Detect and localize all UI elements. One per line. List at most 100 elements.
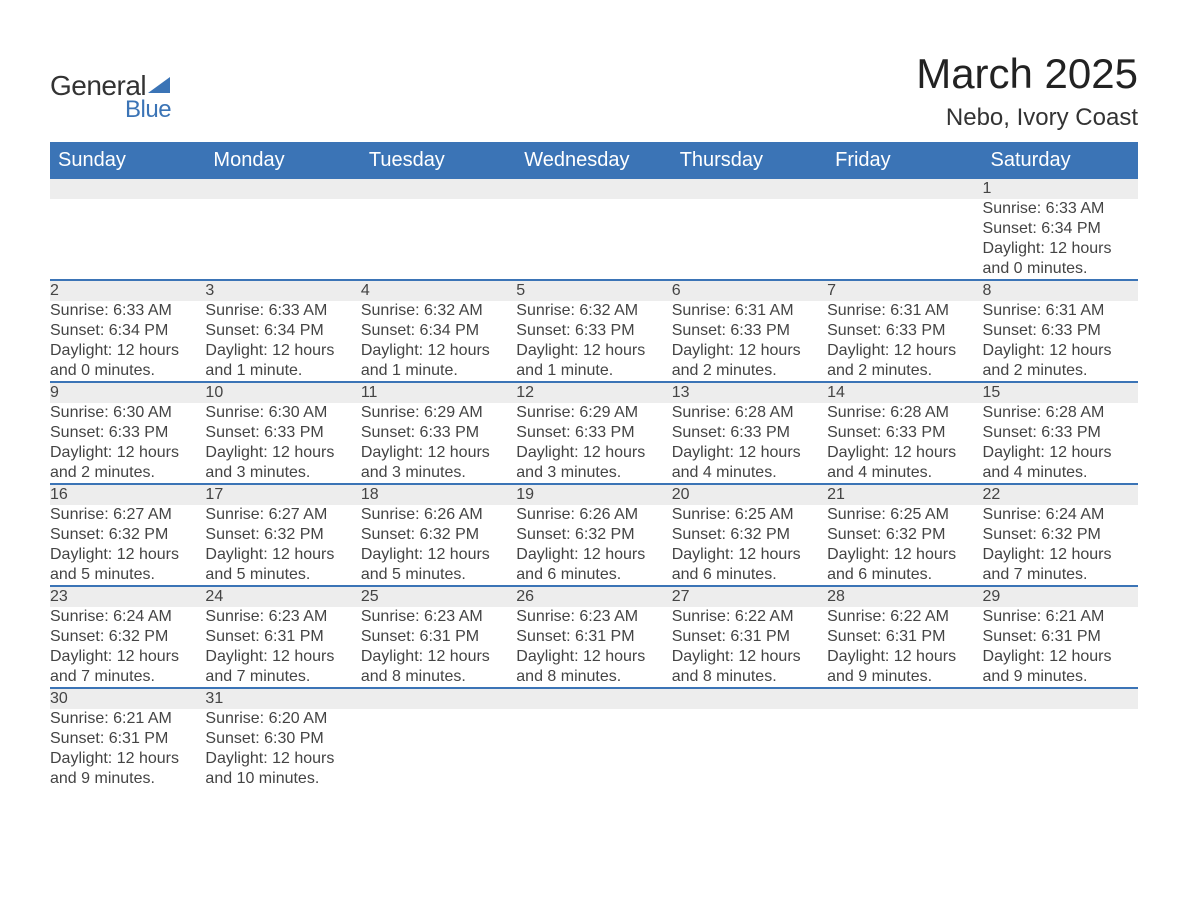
day-cell (516, 199, 671, 280)
sunset-text: Sunset: 6:33 PM (983, 423, 1138, 443)
day-number: 26 (516, 586, 671, 607)
sunrise-text: Sunrise: 6:31 AM (983, 301, 1138, 321)
day-cell (827, 199, 982, 280)
daynum-row: 23242526272829 (50, 586, 1138, 607)
daylight-text: Daylight: 12 hours and 0 minutes. (983, 239, 1138, 279)
day-number: 5 (516, 280, 671, 301)
daylight-text: Daylight: 12 hours and 1 minute. (205, 341, 360, 381)
day-number: 3 (205, 280, 360, 301)
sunset-text: Sunset: 6:33 PM (205, 423, 360, 443)
sunset-text: Sunset: 6:33 PM (50, 423, 205, 443)
daylight-text: Daylight: 12 hours and 3 minutes. (205, 443, 360, 483)
sunrise-text: Sunrise: 6:25 AM (672, 505, 827, 525)
daylight-text: Daylight: 12 hours and 1 minute. (516, 341, 671, 381)
sunset-text: Sunset: 6:33 PM (983, 321, 1138, 341)
daylight-text: Daylight: 12 hours and 6 minutes. (516, 545, 671, 585)
sunset-text: Sunset: 6:32 PM (50, 525, 205, 545)
daylight-text: Daylight: 12 hours and 3 minutes. (516, 443, 671, 483)
sunrise-text: Sunrise: 6:23 AM (205, 607, 360, 627)
day-number: 24 (205, 586, 360, 607)
sunset-text: Sunset: 6:33 PM (516, 423, 671, 443)
sunrise-text: Sunrise: 6:26 AM (516, 505, 671, 525)
data-row: Sunrise: 6:30 AMSunset: 6:33 PMDaylight:… (50, 403, 1138, 484)
day-cell: Sunrise: 6:26 AMSunset: 6:32 PMDaylight:… (516, 505, 671, 586)
day-number: 15 (983, 382, 1138, 403)
sunset-text: Sunset: 6:32 PM (361, 525, 516, 545)
sunset-text: Sunset: 6:33 PM (672, 321, 827, 341)
triangle-icon (148, 77, 170, 93)
daylight-text: Daylight: 12 hours and 5 minutes. (50, 545, 205, 585)
day-cell (361, 199, 516, 280)
day-number: 8 (983, 280, 1138, 301)
sunrise-text: Sunrise: 6:30 AM (50, 403, 205, 423)
day-number: 1 (983, 178, 1138, 199)
day-cell: Sunrise: 6:28 AMSunset: 6:33 PMDaylight:… (827, 403, 982, 484)
weekday-row: SundayMondayTuesdayWednesdayThursdayFrid… (50, 143, 1138, 178)
sunrise-text: Sunrise: 6:26 AM (361, 505, 516, 525)
sunrise-text: Sunrise: 6:33 AM (205, 301, 360, 321)
daylight-text: Daylight: 12 hours and 9 minutes. (50, 749, 205, 789)
sunrise-text: Sunrise: 6:28 AM (672, 403, 827, 423)
day-cell: Sunrise: 6:23 AMSunset: 6:31 PMDaylight:… (516, 607, 671, 688)
day-number: 10 (205, 382, 360, 403)
sunset-text: Sunset: 6:33 PM (827, 423, 982, 443)
day-cell: Sunrise: 6:33 AMSunset: 6:34 PMDaylight:… (50, 301, 205, 382)
day-cell: Sunrise: 6:31 AMSunset: 6:33 PMDaylight:… (672, 301, 827, 382)
day-number: 18 (361, 484, 516, 505)
day-cell: Sunrise: 6:32 AMSunset: 6:33 PMDaylight:… (516, 301, 671, 382)
sunrise-text: Sunrise: 6:20 AM (205, 709, 360, 729)
daylight-text: Daylight: 12 hours and 2 minutes. (672, 341, 827, 381)
day-number: 27 (672, 586, 827, 607)
day-number (516, 688, 671, 709)
sunrise-text: Sunrise: 6:28 AM (827, 403, 982, 423)
day-number: 31 (205, 688, 360, 709)
header: General Blue March 2025 Nebo, Ivory Coas… (50, 50, 1138, 132)
day-number (672, 688, 827, 709)
day-number (827, 178, 982, 199)
sunset-text: Sunset: 6:34 PM (50, 321, 205, 341)
sunset-text: Sunset: 6:34 PM (983, 219, 1138, 239)
day-cell (672, 199, 827, 280)
title-block: March 2025 Nebo, Ivory Coast (916, 50, 1138, 132)
sunset-text: Sunset: 6:33 PM (516, 321, 671, 341)
daylight-text: Daylight: 12 hours and 8 minutes. (672, 647, 827, 687)
day-number: 11 (361, 382, 516, 403)
sunset-text: Sunset: 6:31 PM (50, 729, 205, 749)
sunset-text: Sunset: 6:33 PM (361, 423, 516, 443)
day-cell: Sunrise: 6:30 AMSunset: 6:33 PMDaylight:… (50, 403, 205, 484)
day-number: 9 (50, 382, 205, 403)
sunrise-text: Sunrise: 6:21 AM (50, 709, 205, 729)
day-number: 22 (983, 484, 1138, 505)
day-number: 19 (516, 484, 671, 505)
day-cell: Sunrise: 6:28 AMSunset: 6:33 PMDaylight:… (672, 403, 827, 484)
daylight-text: Daylight: 12 hours and 4 minutes. (827, 443, 982, 483)
calendar-body: 1Sunrise: 6:33 AMSunset: 6:34 PMDaylight… (50, 178, 1138, 789)
daylight-text: Daylight: 12 hours and 2 minutes. (983, 341, 1138, 381)
sunrise-text: Sunrise: 6:28 AM (983, 403, 1138, 423)
data-row: Sunrise: 6:33 AMSunset: 6:34 PMDaylight:… (50, 301, 1138, 382)
daylight-text: Daylight: 12 hours and 2 minutes. (50, 443, 205, 483)
day-number (983, 688, 1138, 709)
sunset-text: Sunset: 6:31 PM (983, 627, 1138, 647)
day-cell: Sunrise: 6:21 AMSunset: 6:31 PMDaylight:… (983, 607, 1138, 688)
day-cell: Sunrise: 6:31 AMSunset: 6:33 PMDaylight:… (827, 301, 982, 382)
daylight-text: Daylight: 12 hours and 7 minutes. (50, 647, 205, 687)
sunrise-text: Sunrise: 6:29 AM (361, 403, 516, 423)
day-number: 30 (50, 688, 205, 709)
daylight-text: Daylight: 12 hours and 10 minutes. (205, 749, 360, 789)
location: Nebo, Ivory Coast (916, 104, 1138, 132)
sunset-text: Sunset: 6:32 PM (672, 525, 827, 545)
weekday-header: Saturday (983, 143, 1138, 178)
daylight-text: Daylight: 12 hours and 6 minutes. (672, 545, 827, 585)
day-cell: Sunrise: 6:28 AMSunset: 6:33 PMDaylight:… (983, 403, 1138, 484)
sunset-text: Sunset: 6:32 PM (516, 525, 671, 545)
day-cell (50, 199, 205, 280)
daylight-text: Daylight: 12 hours and 0 minutes. (50, 341, 205, 381)
day-cell (516, 709, 671, 789)
sunset-text: Sunset: 6:32 PM (205, 525, 360, 545)
daylight-text: Daylight: 12 hours and 5 minutes. (361, 545, 516, 585)
day-cell: Sunrise: 6:30 AMSunset: 6:33 PMDaylight:… (205, 403, 360, 484)
day-cell: Sunrise: 6:22 AMSunset: 6:31 PMDaylight:… (827, 607, 982, 688)
day-cell (827, 709, 982, 789)
sunrise-text: Sunrise: 6:33 AM (50, 301, 205, 321)
